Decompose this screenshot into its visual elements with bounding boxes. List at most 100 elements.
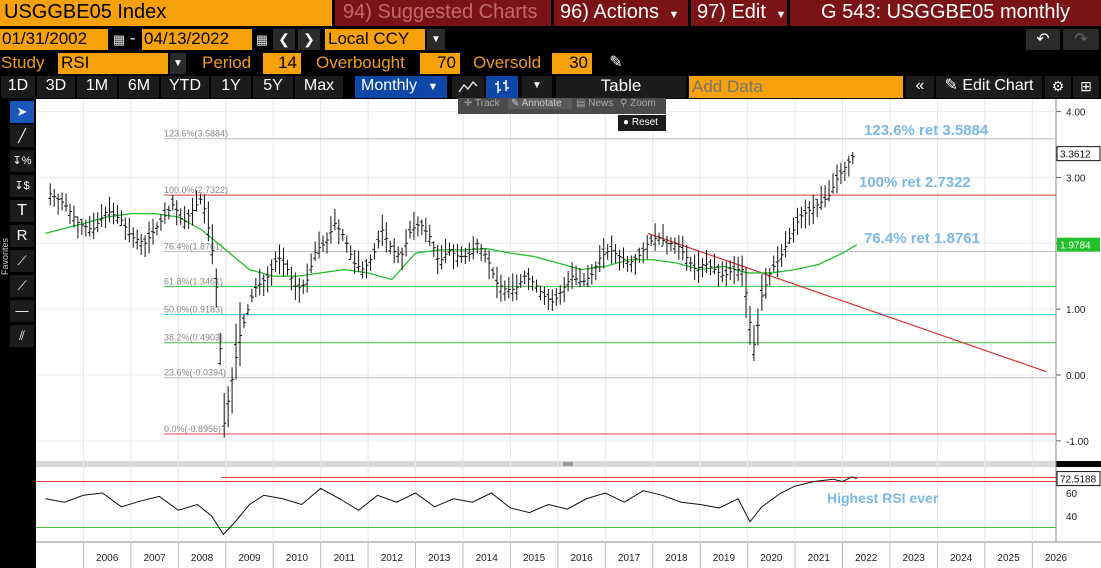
line-tool-icon[interactable]: ╱	[10, 125, 34, 147]
parallel-lines-icon[interactable]: ⫽	[10, 325, 34, 347]
calendar-icon[interactable]: ▦	[110, 30, 128, 49]
timeframe-1y[interactable]: 1Y	[211, 76, 251, 98]
undo-icon[interactable]: ↶	[1026, 29, 1060, 50]
actions-label: 96) Actions	[560, 1, 659, 23]
chevron-down-icon[interactable]: ▼	[170, 53, 186, 74]
reset-label: Reset	[631, 117, 658, 128]
ticker-field[interactable]: USGGBE05 Index	[0, 0, 332, 26]
timeframe-ytd[interactable]: YTD	[161, 76, 209, 98]
ma-last-tag	[1057, 237, 1100, 252]
reset-button[interactable]: ● Reset	[618, 115, 666, 131]
x-tick-label: 2015	[523, 553, 546, 564]
horizontal-line-icon[interactable]: —	[10, 300, 34, 322]
add-data-input[interactable]	[689, 76, 903, 98]
ma-last-value: 1.9784	[1060, 241, 1091, 252]
pointer-icon[interactable]: ➤	[10, 101, 34, 123]
overbought-label: Overbought	[316, 53, 405, 72]
x-tick-label: 2013	[428, 553, 451, 564]
rsi-tick-label: 60	[1066, 489, 1078, 500]
y-tick-label: -1.00	[1066, 437, 1089, 448]
oversold-label: Oversold	[473, 53, 542, 72]
suggested-charts-button[interactable]: 94) Suggested Charts	[335, 0, 551, 26]
fib-annotation-764: 76.4% ret 1.8761	[864, 230, 980, 247]
edit-menu[interactable]: 97) Edit ▼	[691, 0, 787, 26]
period-select-label: Monthly	[361, 77, 418, 94]
redo-icon[interactable]: ↷	[1063, 29, 1099, 50]
rsi-annotation: Highest RSI ever	[827, 490, 939, 506]
x-tick-label: 2024	[950, 553, 973, 564]
x-tick-label: 2008	[191, 553, 214, 564]
edit-chart-button[interactable]: ✎ Edit Chart	[936, 76, 1042, 98]
x-tick-label: 2022	[855, 553, 878, 564]
bar-chart-icon[interactable]	[486, 76, 518, 98]
dollar-tool-icon[interactable]: ↧$	[10, 175, 34, 197]
currency-select[interactable]: Local CCY	[325, 29, 425, 50]
timeframe-max[interactable]: Max	[295, 76, 343, 98]
chevron-down-icon[interactable]: ▼	[522, 76, 552, 98]
x-tick-label: 2014	[476, 553, 499, 564]
oversold-input[interactable]: 30	[552, 53, 592, 74]
study-select[interactable]: RSI	[58, 53, 168, 74]
x-tick-label: 2018	[665, 553, 688, 564]
period-select[interactable]: Monthly ▼	[355, 76, 447, 98]
collapse-icon[interactable]: «	[906, 76, 934, 98]
track-button[interactable]: ✛ Track	[458, 98, 508, 109]
panel-divider[interactable]	[36, 461, 1056, 467]
timeframe-5y[interactable]: 5Y	[253, 76, 293, 98]
zoom-button[interactable]: ⚲ Zoom	[616, 98, 662, 109]
price-panel-bg	[36, 99, 1056, 461]
period-input[interactable]: 14	[263, 53, 301, 74]
add-data-field[interactable]	[689, 76, 903, 98]
line-chart-icon[interactable]	[452, 76, 484, 98]
range-dash: -	[130, 30, 136, 47]
pencil-icon: ✎	[511, 98, 520, 109]
timeframe-1d[interactable]: 1D	[1, 76, 35, 98]
fib-level-label: 76.4%(1.8761)	[164, 241, 223, 251]
end-date-input[interactable]: 04/13/2022	[142, 29, 252, 50]
chevron-down-icon[interactable]: ▼	[427, 29, 445, 50]
start-date-input[interactable]: 01/31/2002	[0, 29, 108, 50]
table-button[interactable]: Table	[556, 76, 686, 98]
channel-tool-icon[interactable]: ⟋	[10, 275, 34, 297]
settings-icon[interactable]: ⚙	[1045, 76, 1071, 98]
edit-chart-label: Edit Chart	[962, 77, 1034, 94]
x-tick-label: 2021	[808, 553, 831, 564]
x-tick-label: 2012	[381, 553, 404, 564]
chart-mode-menu: ✛ Track ✎ Annotate ▤ News ⚲ Zoom	[458, 98, 666, 114]
timeframe-6m[interactable]: 6M	[119, 76, 159, 98]
news-button[interactable]: ▤ News	[572, 98, 616, 109]
chevron-right-icon[interactable]: ❯	[298, 29, 320, 50]
percent-tool-icon[interactable]: ↧%	[10, 150, 34, 172]
timeframe-3d[interactable]: 3D	[37, 76, 75, 98]
chevron-down-icon: ▼	[427, 81, 439, 93]
moving-average-line	[45, 213, 858, 281]
chart-canvas[interactable]: 123.6%(3.5884) 100.0%(2.7322) 76.4%(1.8761…	[36, 99, 1101, 568]
pencil-icon[interactable]: ✎	[609, 54, 623, 71]
calendar-icon[interactable]: ▦	[255, 32, 269, 47]
x-tick-label: 2019	[713, 553, 736, 564]
zoom-label: Zoom	[630, 98, 656, 109]
news-label: News	[588, 98, 614, 109]
x-tick-label: 2006	[96, 553, 119, 564]
chevron-left-icon[interactable]: ❮	[273, 29, 295, 50]
annotate-button[interactable]: ✎ Annotate	[508, 98, 572, 109]
panel-divider-grip[interactable]	[563, 462, 573, 466]
trend-tool-icon[interactable]: ⟋	[10, 250, 34, 272]
text-tool-icon[interactable]: T	[10, 200, 34, 222]
x-axis-bg	[36, 542, 1101, 568]
edit-label: 97) Edit	[697, 1, 766, 23]
overbought-input[interactable]: 70	[420, 53, 460, 74]
actions-menu[interactable]: 96) Actions ▼	[554, 0, 688, 26]
fib-level-label: 100.0%(2.7322)	[164, 185, 228, 195]
fib-level-label: 38.2%(0.4903)	[164, 333, 223, 343]
chart-options-icon[interactable]: ⊞	[1073, 76, 1099, 98]
x-tick-label: 2026	[1045, 553, 1068, 564]
timeframe-1m[interactable]: 1M	[77, 76, 117, 98]
fib-level-label: 50.0%(0.9183)	[164, 305, 223, 315]
retracement-tool-icon[interactable]: R	[10, 225, 34, 247]
x-tick-label: 2007	[143, 553, 166, 564]
favorites-tab[interactable]: Favorites	[0, 215, 10, 275]
x-tick-label: 2020	[760, 553, 783, 564]
favorites-label: Favorites	[0, 237, 10, 275]
y-tick-label: 0.00	[1066, 371, 1086, 382]
